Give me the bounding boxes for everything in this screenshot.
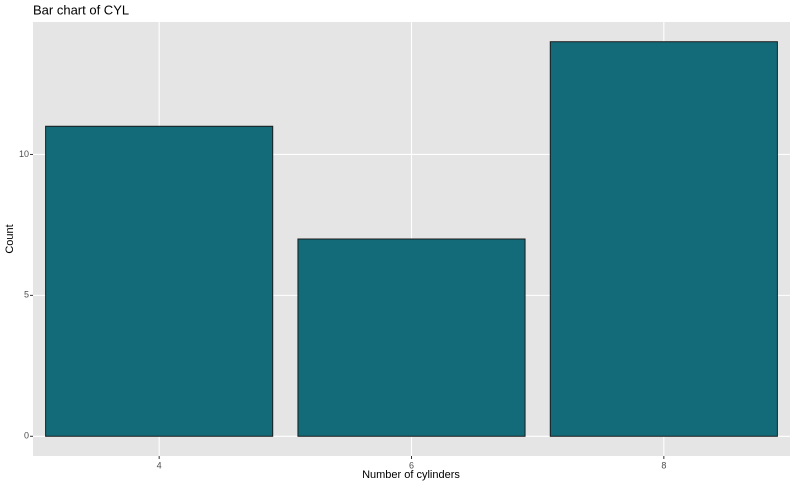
y-axis-label: Count bbox=[4, 224, 16, 253]
bar bbox=[549, 41, 778, 437]
x-tick-label: 4 bbox=[157, 460, 162, 470]
y-tick-label: 5 bbox=[24, 290, 29, 300]
chart-title: Bar chart of CYL bbox=[33, 2, 129, 17]
x-tick-label: 8 bbox=[661, 460, 666, 470]
x-tick-label: 6 bbox=[409, 460, 414, 470]
bar bbox=[297, 238, 526, 437]
x-axis-label: Number of cylinders bbox=[362, 469, 460, 481]
y-tick-label: 10 bbox=[19, 149, 29, 159]
bar bbox=[45, 125, 274, 437]
y-tick-label: 0 bbox=[24, 431, 29, 441]
